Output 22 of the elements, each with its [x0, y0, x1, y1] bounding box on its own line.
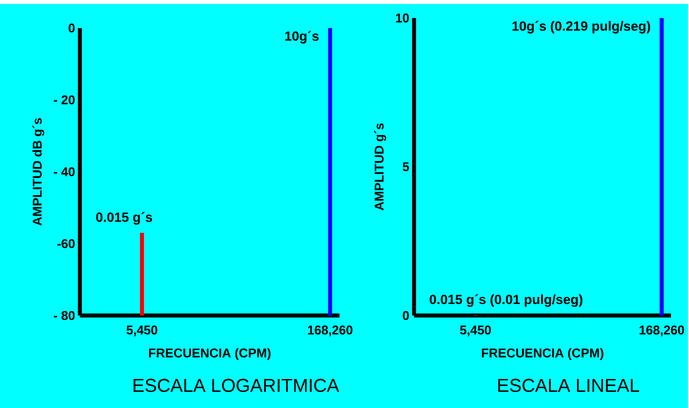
x-tick-label: 5,450 — [126, 325, 158, 336]
x-tick-label: 168,260 — [308, 325, 352, 336]
y-tick-label: 5 — [402, 162, 410, 171]
x-axis-title: FRECUENCIA (CPM) — [149, 348, 271, 360]
y-axis-title: AMPLITUD dB g´s — [32, 118, 44, 226]
y-axis-title: AMPLITUD g´s — [374, 123, 386, 210]
y-tick-label: - 20 — [54, 95, 75, 104]
y-tick-label: 0 — [402, 310, 409, 320]
y-tick-label: 10 — [396, 13, 409, 22]
y-tick-label: - 80 — [54, 310, 75, 320]
x-axis-title: FRECUENCIA (CPM) — [482, 348, 604, 360]
y-tick-label: -60 — [57, 238, 75, 248]
y-tick-label: - 40 — [54, 167, 75, 176]
x-tick-label: 168,260 — [640, 325, 684, 336]
y-tick-label: 0 — [68, 23, 75, 32]
text: ESCALA LOGARITMICA — [134, 378, 340, 392]
annotation: 0.015 g´s (0.01 pulg/seg) — [430, 294, 582, 307]
annotation: 10g´s — [285, 30, 319, 44]
x-tick-label: 5,450 — [460, 325, 491, 336]
text: ESCALA LINEAL — [498, 378, 640, 392]
annotation: 10g´s (0.219 pulg/seg) — [512, 20, 650, 34]
annotation: 0.015 g´s — [96, 212, 152, 224]
